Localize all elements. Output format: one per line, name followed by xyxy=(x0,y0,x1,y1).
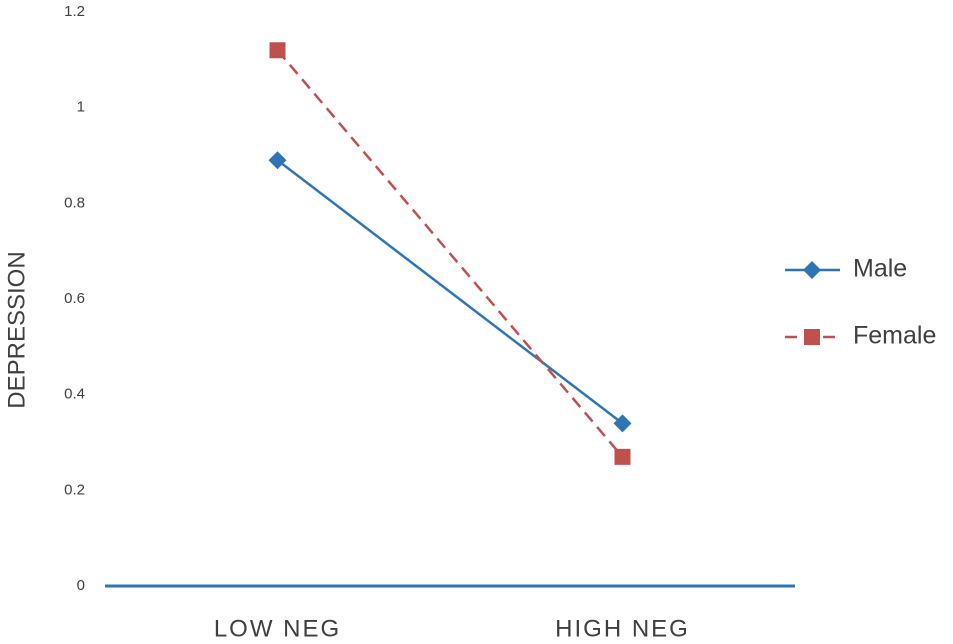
y-axis-label: DEPRESSION xyxy=(3,251,30,408)
data-point xyxy=(614,448,631,465)
y-tick-label: 0.4 xyxy=(64,386,85,403)
x-tick-label: HIGH NEG xyxy=(555,615,690,642)
y-tick-label: 0 xyxy=(77,577,85,594)
y-tick-label: 0.2 xyxy=(64,481,85,498)
y-tick-label: 1 xyxy=(77,99,85,116)
x-tick-label: LOW NEG xyxy=(214,615,341,642)
data-point xyxy=(269,42,286,59)
y-tick-label: 1.2 xyxy=(64,3,85,20)
data-point xyxy=(613,414,632,433)
legend-marker xyxy=(804,329,820,345)
y-tick-label: 0.8 xyxy=(64,194,85,211)
series-line xyxy=(276,49,624,458)
data-point xyxy=(268,151,287,170)
y-tick-label: 0.6 xyxy=(64,290,85,307)
legend-marker xyxy=(803,261,821,279)
legend-label: Female xyxy=(853,322,936,350)
series-line xyxy=(276,159,624,425)
legend-label: Male xyxy=(853,255,907,283)
